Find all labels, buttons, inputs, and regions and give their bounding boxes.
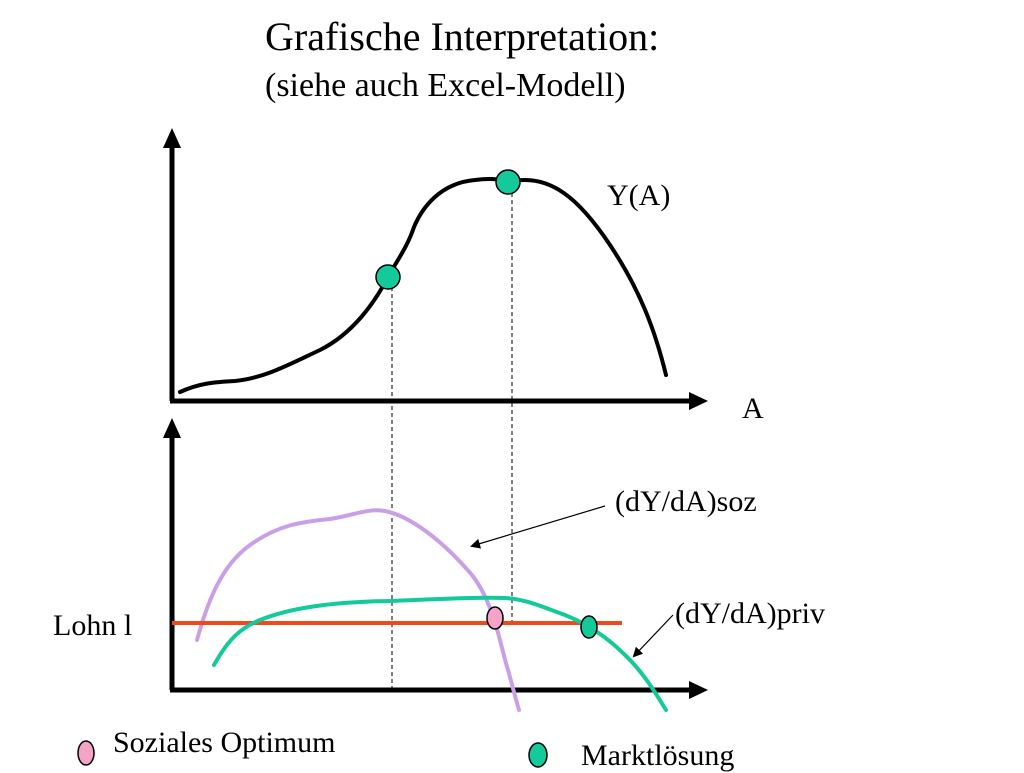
lower-x-axis-arrowhead <box>689 681 708 699</box>
legend-market-solution-label: Marktlösung <box>581 739 735 772</box>
market-solution-point <box>580 615 598 639</box>
y-curve-point-market <box>495 169 521 195</box>
upper-x-axis-arrowhead <box>689 392 708 410</box>
soz-curve <box>195 508 521 712</box>
y-curve <box>178 176 668 394</box>
upper-axes <box>163 128 708 410</box>
priv-curve <box>212 595 668 712</box>
legend-market-solution-marker <box>528 742 548 768</box>
soz-curve-label: (dY/dA)soz <box>615 485 757 518</box>
lower-y-axis-arrowhead <box>163 418 181 438</box>
legend-social-optimum-label: Soziales Optimum <box>113 726 336 759</box>
social-optimum-point <box>486 606 504 630</box>
wage-label: Lohn l <box>53 609 132 642</box>
legend-social-optimum-marker <box>77 740 95 766</box>
upper-y-axis-arrowhead <box>163 128 181 148</box>
x-axis-label: A <box>742 392 764 425</box>
y-curve-label: Y(A) <box>607 179 670 212</box>
lower-axes <box>163 418 708 699</box>
page-subtitle: (siehe auch Excel-Modell) <box>265 67 626 104</box>
y-curve-point-social <box>375 264 401 290</box>
page-title: Grafische Interpretation: <box>265 14 660 59</box>
soz-label-arrow <box>470 505 606 549</box>
priv-label-arrow <box>632 614 674 658</box>
priv-curve-label: (dY/dA)priv <box>675 597 825 630</box>
